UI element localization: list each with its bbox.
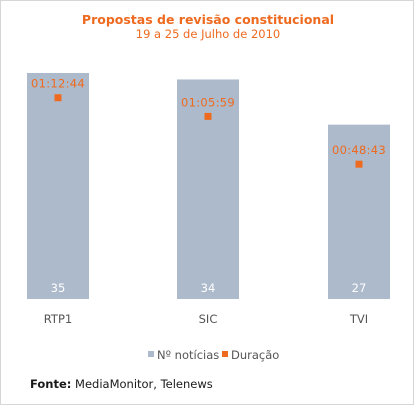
legend-swatch-duracao xyxy=(222,351,228,357)
legend-label-noticias: Nº notícias xyxy=(157,348,219,362)
source-label: Fonte: xyxy=(30,377,72,391)
legend-swatch-noticias xyxy=(148,351,154,357)
source-text: MediaMonitor, Telenews xyxy=(75,377,213,391)
legend-label-duracao: Duração xyxy=(231,348,279,362)
bar-value-tvi: 27 xyxy=(352,281,367,295)
bar-rtp1 xyxy=(27,73,89,299)
bar-value-sic: 34 xyxy=(201,281,216,295)
chart-title: Propostas de revisão constitucional xyxy=(82,12,334,27)
bar-tvi xyxy=(328,124,390,300)
category-label-tvi: TVI xyxy=(349,312,368,326)
category-label-sic: SIC xyxy=(199,312,218,326)
duration-label-rtp1: 01:12:44 xyxy=(31,77,85,91)
category-label-rtp1: RTP1 xyxy=(44,312,72,326)
chart-subtitle: 19 a 25 de Julho de 2010 xyxy=(136,27,280,41)
bar-sic xyxy=(177,79,239,299)
duration-marker-sic xyxy=(204,112,212,120)
duration-label-sic: 01:05:59 xyxy=(181,95,235,109)
plot-area: 35 01:12:44 RTP1 34 01:05:59 SIC 27 00:48:43 TVI xyxy=(27,73,390,326)
legend: Nº notícias Duração xyxy=(148,348,279,362)
duration-marker-tvi xyxy=(355,160,363,168)
bar-value-rtp1: 35 xyxy=(51,281,66,295)
duration-marker-rtp1 xyxy=(54,94,62,102)
source-note: Fonte: MediaMonitor, Telenews xyxy=(30,377,213,391)
duration-label-tvi: 00:48:43 xyxy=(332,143,386,157)
